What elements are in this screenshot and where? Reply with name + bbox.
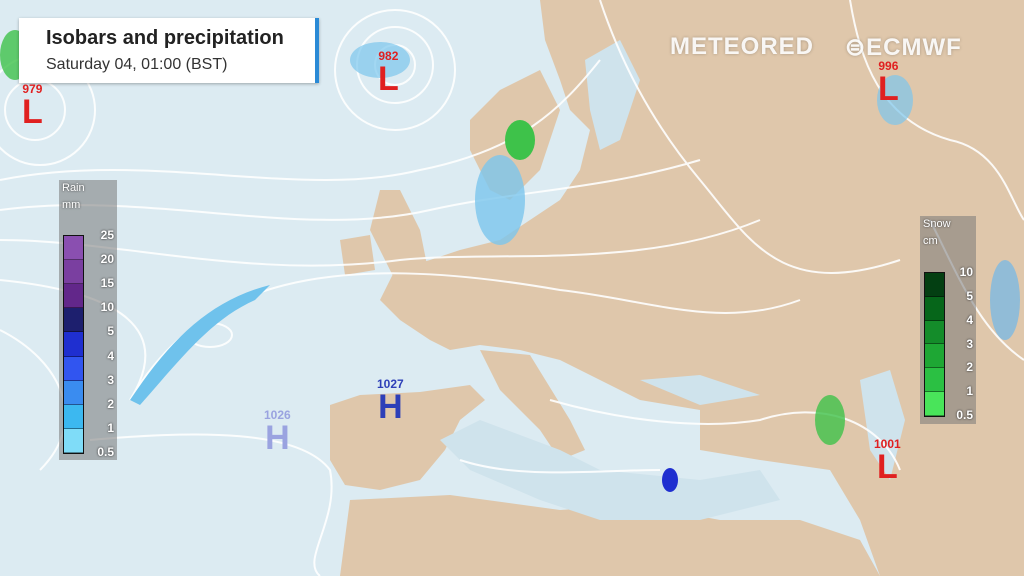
rain-color-swatch bbox=[64, 380, 83, 405]
rain-legend: Rain mm 25 20 15 10 5 4 3 2 1 0.5 bbox=[59, 180, 117, 460]
rain-level-label: 1 bbox=[107, 420, 114, 435]
pressure-type: L bbox=[378, 60, 399, 98]
pressure-value: 1026 bbox=[264, 408, 291, 422]
rain-level-label: 20 bbox=[100, 252, 114, 267]
snow-legend: Snow cm 10 5 4 3 2 1 0.5 bbox=[920, 216, 976, 424]
snow-color-swatch bbox=[925, 392, 944, 416]
snow-color-swatch bbox=[925, 273, 944, 297]
ecmwf-logo: ⊜ECMWF bbox=[845, 33, 962, 62]
snow-legend-unit: cm bbox=[923, 235, 938, 247]
pressure-value: 979 bbox=[22, 82, 43, 96]
snow-level-label: 0.5 bbox=[956, 408, 973, 422]
rain-color-bar bbox=[63, 235, 84, 454]
rain-color-swatch bbox=[64, 308, 83, 333]
rain-level-label: 25 bbox=[100, 228, 114, 242]
rain-legend-unit: mm bbox=[62, 199, 81, 211]
snow-level-label: 3 bbox=[966, 336, 973, 351]
rain-color-swatch bbox=[64, 404, 83, 429]
snow-level-label: 5 bbox=[966, 288, 973, 303]
rain-level-label: 15 bbox=[100, 276, 114, 291]
snow-color-swatch bbox=[925, 320, 944, 345]
rain-color-swatch bbox=[64, 284, 83, 309]
pressure-type: L bbox=[876, 448, 898, 486]
snow-legend-title: Snow bbox=[923, 218, 951, 230]
pressure-value: 1001 bbox=[874, 437, 901, 451]
rain-color-swatch bbox=[64, 236, 83, 261]
rain-level-label: 10 bbox=[100, 300, 114, 315]
map-timestamp: Saturday 04, 01:00 (BST) bbox=[46, 56, 228, 73]
rain-legend-title: Rain bbox=[62, 182, 85, 194]
rain-level-label: 2 bbox=[107, 396, 114, 411]
rain-color-swatch bbox=[64, 356, 83, 381]
high-pressure-marker: 1027 H bbox=[377, 377, 404, 426]
seas-inland bbox=[440, 40, 905, 520]
pressure-type: H bbox=[378, 388, 403, 426]
pressure-type: H bbox=[265, 419, 290, 457]
ecmwf-text: ECMWF bbox=[866, 34, 962, 61]
meteored-logo: METEORED bbox=[670, 33, 815, 60]
pressure-type: L bbox=[22, 93, 43, 131]
map-title: Isobars and precipitation bbox=[46, 27, 284, 49]
title-box: Isobars and precipitation Saturday 04, 0… bbox=[19, 18, 319, 83]
snow-level-label: 4 bbox=[966, 312, 973, 327]
rain-level-label: 4 bbox=[107, 348, 114, 363]
low-pressure-marker: 979 L bbox=[22, 82, 43, 131]
rain-color-swatch bbox=[64, 260, 83, 285]
rain-color-swatch bbox=[64, 428, 83, 453]
snow-color-bar bbox=[924, 272, 945, 417]
snow-level-label: 10 bbox=[959, 265, 973, 279]
low-pressure-marker: 982 L bbox=[378, 49, 399, 98]
high-pressure-marker: 1026 H bbox=[264, 408, 291, 457]
ecmwf-emblem-icon: ⊜ bbox=[845, 34, 867, 61]
pressure-type: L bbox=[878, 70, 899, 108]
rain-level-label: 0.5 bbox=[97, 445, 114, 459]
snow-level-label: 2 bbox=[966, 360, 973, 375]
low-pressure-marker: 1001 L bbox=[874, 437, 901, 486]
snow-color-swatch bbox=[925, 368, 944, 393]
rain-level-label: 3 bbox=[107, 372, 114, 387]
pressure-value: 982 bbox=[378, 49, 399, 63]
rain-color-swatch bbox=[64, 332, 83, 357]
snow-color-swatch bbox=[925, 296, 944, 321]
rain-level-label: 5 bbox=[107, 324, 114, 339]
snow-level-label: 1 bbox=[966, 384, 973, 399]
snow-color-swatch bbox=[925, 344, 944, 369]
low-pressure-marker: 996 L bbox=[878, 59, 899, 108]
land bbox=[330, 0, 1024, 576]
pressure-value: 1027 bbox=[377, 377, 404, 391]
pressure-value: 996 bbox=[878, 59, 899, 73]
